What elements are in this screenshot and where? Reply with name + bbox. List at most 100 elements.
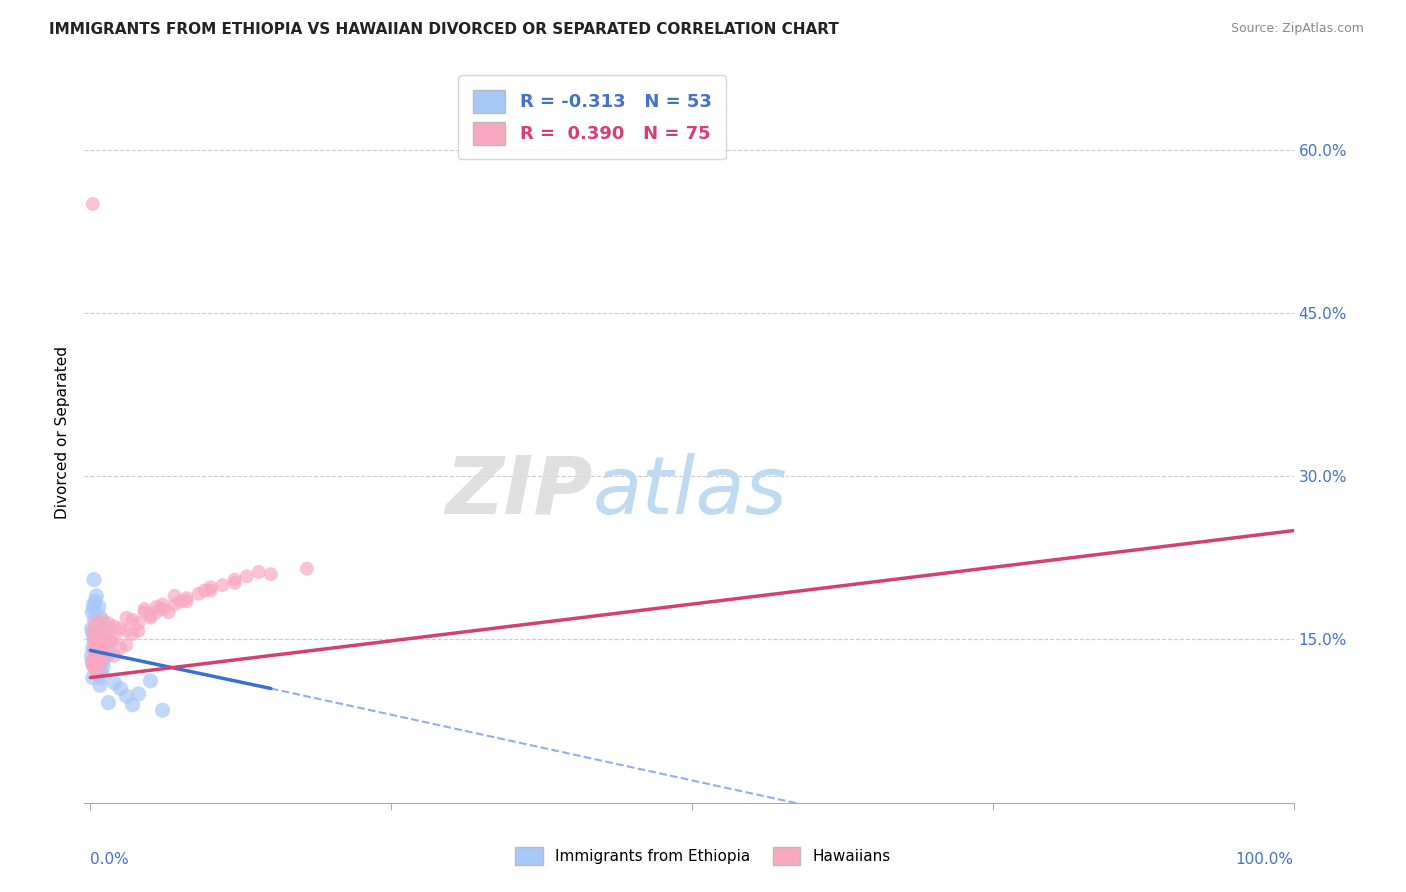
Point [103,630,125,644]
Point [83,630,105,644]
Point [91,641,114,656]
Point [87,657,110,671]
Point [224,573,246,587]
Point [89,616,111,631]
Text: 100.0%: 100.0% [1236,852,1294,867]
Point [91,613,114,627]
Legend: R = -0.313   N = 53, R =  0.390   N = 75: R = -0.313 N = 53, R = 0.390 N = 75 [458,75,725,160]
Point [86,663,108,677]
Point [84,638,107,652]
Point [82,641,104,656]
Point [90,611,112,625]
Point [82,659,104,673]
Point [115,689,138,703]
Point [211,578,233,592]
Point [94,627,117,641]
Point [82,605,104,619]
Point [90,638,112,652]
Point [169,594,191,608]
Point [83,643,105,657]
Point [86,622,108,636]
Point [86,652,108,666]
Point [83,602,105,616]
Point [84,594,107,608]
Point [86,665,108,680]
Legend: Immigrants from Ethiopia, Hawaiians: Immigrants from Ethiopia, Hawaiians [509,841,897,871]
Point [82,598,104,612]
Point [86,638,108,652]
Point [89,643,111,657]
Point [128,624,150,638]
Point [82,671,104,685]
Point [94,634,117,648]
Point [134,602,156,616]
Point [163,589,186,603]
Point [80,654,103,668]
Point [84,648,107,663]
Point [86,638,108,652]
Point [84,624,107,638]
Point [86,589,108,603]
Point [236,569,259,583]
Point [83,634,105,648]
Point [87,648,110,663]
Point [86,622,108,636]
Point [84,634,107,648]
Point [91,659,114,673]
Point [152,602,174,616]
Point [110,681,132,696]
Point [115,611,138,625]
Text: 0.0%: 0.0% [90,852,129,867]
Point [86,643,108,657]
Point [200,580,222,594]
Point [87,648,110,663]
Point [176,594,198,608]
Point [86,632,108,647]
Point [82,627,104,641]
Text: Source: ZipAtlas.com: Source: ZipAtlas.com [1230,22,1364,36]
Point [83,659,105,673]
Point [94,634,117,648]
Point [128,616,150,631]
Point [89,663,111,677]
Point [90,646,112,660]
Point [145,605,167,619]
Point [139,608,162,623]
Point [91,652,114,666]
Point [86,659,108,673]
Point [139,673,162,688]
Point [103,648,125,663]
Point [84,641,107,656]
Point [91,648,114,663]
Point [83,654,105,668]
Point [145,599,167,614]
Point [84,616,107,631]
Text: atlas: atlas [592,453,787,531]
Point [128,687,150,701]
Point [194,583,217,598]
Point [83,613,105,627]
Point [115,624,138,638]
Point [90,641,112,656]
Point [97,643,120,657]
Point [134,605,156,619]
Point [101,634,124,648]
Point [187,587,209,601]
Point [94,619,117,633]
Point [110,622,132,636]
Point [86,667,108,681]
Point [84,627,107,641]
Y-axis label: Divorced or Separated: Divorced or Separated [55,346,70,519]
Point [97,696,120,710]
Point [97,634,120,648]
Point [82,624,104,638]
Point [103,619,125,633]
Point [83,573,105,587]
Point [121,698,143,712]
Point [91,632,114,647]
Point [139,611,162,625]
Point [121,613,143,627]
Point [110,641,132,656]
Point [260,567,283,582]
Point [157,605,180,619]
